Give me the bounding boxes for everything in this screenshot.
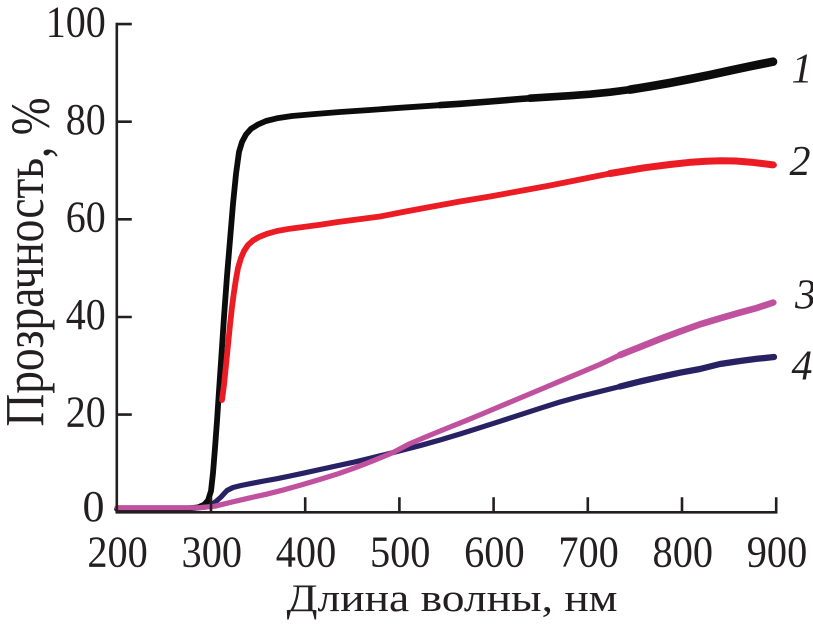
svg-text:0: 0: [83, 482, 105, 531]
svg-text:80: 80: [66, 95, 106, 144]
svg-text:800: 800: [653, 527, 714, 576]
svg-text:60: 60: [66, 192, 106, 241]
svg-text:1: 1: [792, 46, 813, 92]
svg-text:Длина волны, нм: Длина волны, нм: [287, 576, 618, 620]
svg-text:900: 900: [747, 527, 808, 576]
svg-text:Прозрачность, %: Прозрачность, %: [0, 98, 61, 427]
svg-text:600: 600: [464, 527, 525, 576]
svg-text:400: 400: [276, 527, 337, 576]
svg-text:4: 4: [792, 343, 813, 389]
svg-text:3: 3: [794, 273, 813, 319]
svg-text:300: 300: [182, 527, 243, 576]
svg-text:100: 100: [46, 0, 106, 46]
svg-text:200: 200: [87, 527, 148, 576]
svg-text:20: 20: [66, 388, 106, 437]
svg-text:700: 700: [558, 527, 619, 576]
svg-text:500: 500: [370, 527, 431, 576]
svg-text:2: 2: [790, 139, 811, 185]
svg-text:40: 40: [66, 290, 106, 339]
